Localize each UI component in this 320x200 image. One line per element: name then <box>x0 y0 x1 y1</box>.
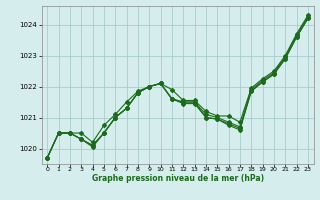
X-axis label: Graphe pression niveau de la mer (hPa): Graphe pression niveau de la mer (hPa) <box>92 174 264 183</box>
